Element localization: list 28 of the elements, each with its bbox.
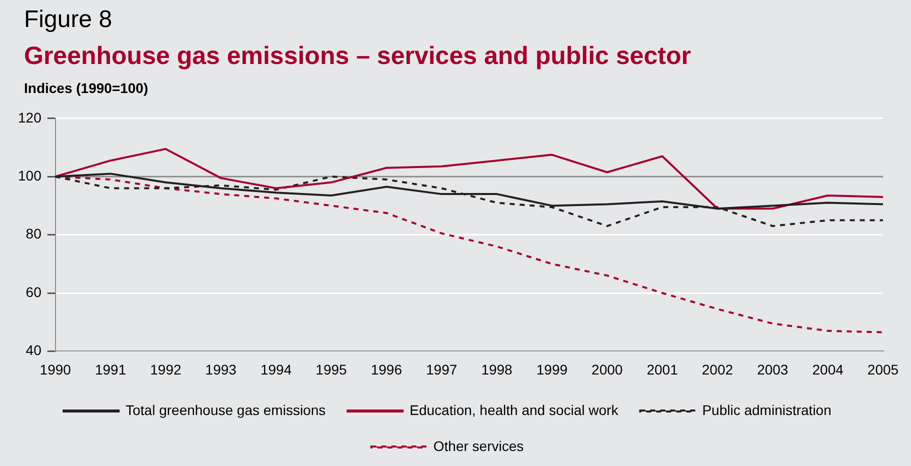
y-tick-label: 40	[26, 342, 42, 358]
y-tick-label: 60	[26, 284, 42, 300]
x-tick-label: 2001	[646, 361, 678, 378]
x-tick-label: 1996	[370, 361, 402, 378]
x-tick-label: 2000	[592, 361, 623, 378]
y-tick-label: 80	[26, 226, 42, 242]
legend-label: Total greenhouse gas emissions	[126, 402, 326, 418]
x-tick-label: 1994	[260, 361, 292, 378]
x-tick-label: 1999	[536, 361, 568, 378]
x-tick-label: 1998	[481, 361, 513, 378]
x-tick-label: 1991	[94, 361, 126, 378]
chart-title: Greenhouse gas emissions – services and public sector	[24, 42, 691, 71]
x-tick-label: 2005	[867, 361, 899, 378]
caption: Figure 8	[24, 6, 112, 34]
x-tick-label: 1990	[40, 361, 72, 378]
x-tick-label: 1992	[150, 361, 182, 378]
x-tick-label: 2003	[757, 361, 788, 378]
x-tick-label: 2004	[812, 361, 844, 378]
x-tick-label: 1997	[426, 361, 458, 378]
legend-label: Other services	[433, 438, 524, 454]
x-tick-label: 2002	[702, 361, 734, 378]
y-tick-label: 100	[18, 167, 42, 184]
x-tick-label: 1993	[205, 361, 237, 378]
y-axis-title: Indices (1990=100)	[24, 80, 148, 96]
legend-label: Education, health and social work	[410, 402, 620, 418]
x-tick-label: 1995	[316, 361, 348, 378]
legend-label: Public administration	[702, 402, 832, 418]
y-tick-label: 120	[18, 109, 42, 126]
